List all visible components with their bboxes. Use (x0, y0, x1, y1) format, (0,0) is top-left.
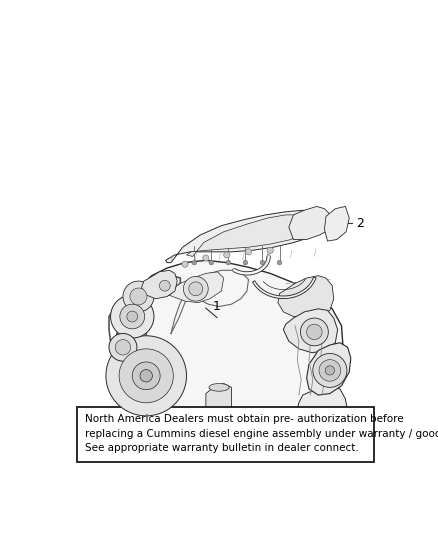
Circle shape (130, 288, 147, 305)
Circle shape (300, 318, 328, 346)
Circle shape (203, 255, 209, 261)
Circle shape (260, 260, 265, 265)
Polygon shape (289, 206, 332, 239)
Circle shape (140, 370, 152, 382)
Circle shape (224, 252, 230, 258)
Circle shape (109, 334, 137, 361)
Text: 2: 2 (357, 217, 364, 230)
Circle shape (182, 261, 188, 267)
Circle shape (115, 340, 131, 355)
Circle shape (245, 249, 251, 255)
Circle shape (119, 349, 173, 403)
Circle shape (123, 281, 154, 312)
Circle shape (325, 366, 335, 375)
Polygon shape (141, 270, 177, 299)
Circle shape (159, 280, 170, 291)
Polygon shape (278, 276, 334, 318)
Polygon shape (165, 272, 224, 303)
Circle shape (127, 311, 138, 322)
Circle shape (226, 260, 231, 265)
Circle shape (184, 277, 208, 301)
Polygon shape (283, 309, 338, 353)
Circle shape (277, 260, 282, 265)
Ellipse shape (209, 384, 229, 391)
Circle shape (110, 295, 154, 338)
FancyBboxPatch shape (160, 419, 190, 431)
Polygon shape (187, 215, 307, 256)
Text: North America Dealers must obtain pre- authorization before
replacing a Cummins : North America Dealers must obtain pre- a… (85, 414, 438, 453)
Circle shape (267, 247, 273, 253)
Text: 1: 1 (213, 300, 221, 313)
Circle shape (307, 324, 322, 340)
Polygon shape (165, 418, 311, 440)
Circle shape (209, 260, 214, 265)
Polygon shape (297, 386, 348, 432)
Bar (77, 407, 374, 462)
Circle shape (106, 336, 187, 416)
Circle shape (120, 304, 145, 329)
Circle shape (132, 362, 160, 390)
Circle shape (189, 282, 203, 296)
Circle shape (192, 260, 197, 265)
Polygon shape (325, 206, 349, 241)
Polygon shape (166, 210, 322, 263)
Polygon shape (115, 260, 343, 427)
Polygon shape (307, 343, 351, 395)
Circle shape (155, 276, 175, 296)
Circle shape (243, 260, 248, 265)
Circle shape (313, 353, 347, 387)
Circle shape (319, 360, 341, 381)
Polygon shape (206, 384, 231, 418)
FancyBboxPatch shape (261, 429, 290, 440)
